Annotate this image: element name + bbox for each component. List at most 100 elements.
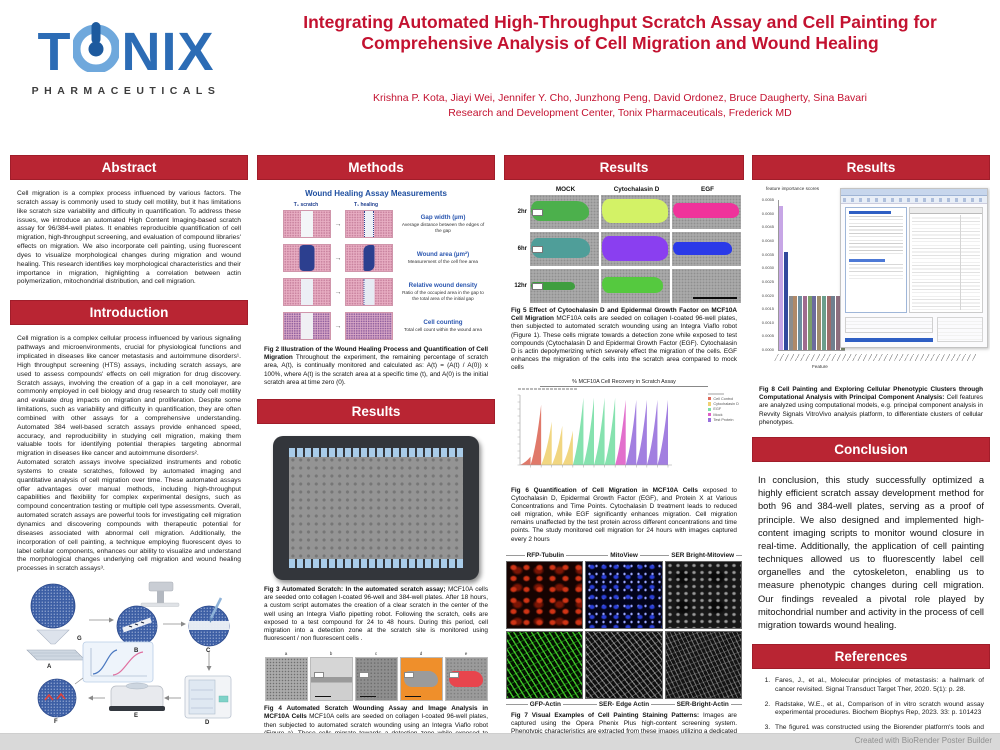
legend-swatch xyxy=(708,396,712,401)
fig6-caption: Fig 6 Quantification of Cell Migration i… xyxy=(504,487,744,544)
wha-desc: Average distance between the edges of th… xyxy=(401,222,485,233)
wha-label: Wound area (µm²) xyxy=(416,251,470,259)
introduction-body-1: Cell migration is a complex cellular pro… xyxy=(17,335,241,458)
fig6-caption-title: Fig 6 Quantification of Cell Migration i… xyxy=(511,486,698,494)
legend-swatch xyxy=(708,402,712,406)
wound-healing-figure-heading: Wound Healing Assay Measurements xyxy=(305,189,447,198)
wha-row-cell-counting: → Cell counting Total cell count within … xyxy=(283,312,495,340)
fig1-label-f: F xyxy=(54,719,58,726)
arrow-icon: → xyxy=(334,322,342,330)
fig7-caption-title: Fig 7 Visual Examples of Cell Painting S… xyxy=(511,711,700,719)
column-4: Results feature importance scores Avg(Sc… xyxy=(752,155,990,743)
fig5-row-label: 6hr xyxy=(517,246,527,252)
reference-item: Fares, J., et al., Molecular principles … xyxy=(772,677,984,694)
fig1-label-e: E xyxy=(134,713,139,720)
fig5-image-mock-2hr xyxy=(530,195,599,229)
gap-width-t0-image xyxy=(283,210,331,238)
fig7-image-rfp-tubulin xyxy=(506,560,584,629)
screenshot-summary-table xyxy=(845,317,933,333)
fig5-row-label: 12hr xyxy=(514,283,527,289)
fig5-caption-text: MCF10A cells are seeded on collagen I-co… xyxy=(511,315,737,372)
fig5-image-cytod-12hr xyxy=(601,269,670,303)
section-header-introduction: Introduction xyxy=(10,300,248,326)
vitrovivo-analysis-screenshot xyxy=(840,188,988,348)
wha-row-relative-wound-density: → Relative wound density Ratio of the oc… xyxy=(283,278,495,306)
poster-title: Integrating Automated High-Throughput Sc… xyxy=(248,12,992,54)
legend-label: Cytochalasin D xyxy=(713,401,739,406)
reference-item: Radstake, W.E., et al., Comparison of in… xyxy=(772,701,984,718)
arrow-icon: → xyxy=(334,288,342,296)
plate-top-row xyxy=(289,447,463,457)
fig7-top-label: MitoView xyxy=(610,551,638,559)
fig3-caption-title: Fig 3 Automated Scratch: In the automate… xyxy=(264,585,446,593)
fig6-legend-title-illegible xyxy=(708,392,724,395)
legend-label: EGF xyxy=(713,407,722,412)
fig7-top-label: RFP-Tubulin xyxy=(526,551,565,559)
fig4-panel-letter: c xyxy=(374,651,378,657)
fig8-caption: Fig 8 Cell Painting and Exploring Cellul… xyxy=(752,386,990,427)
wound-area-t0-image xyxy=(283,244,331,272)
fig8-xtick-labels-illegible xyxy=(774,354,978,361)
fig8-figure: feature importance scores Avg(Score) 0.0… xyxy=(752,186,990,382)
fig1-label-b: B xyxy=(134,648,139,655)
legend-label: Test Protein xyxy=(713,418,734,423)
fig6-plot-area xyxy=(517,394,672,467)
fig7-bottom-label: GFP-Actin xyxy=(529,700,561,708)
fig7-image-ser-bright-mitoview xyxy=(664,560,742,629)
legend-label: Mock xyxy=(713,412,723,417)
fig1-diagram: A B C D E F G xyxy=(17,580,241,743)
wha-desc: Ratio of the occupied area in the gap to… xyxy=(402,290,484,301)
fig8-bars xyxy=(778,200,845,351)
cell-counting-t0-image xyxy=(283,312,331,340)
fig8-xlabel: Feature xyxy=(812,364,828,369)
fig4-image-c xyxy=(354,657,398,702)
poster-footer: Created with BioRender Poster Builder xyxy=(0,733,1000,750)
fig4-panel-letter: b xyxy=(329,651,333,657)
logo-letter-t: T xyxy=(37,21,72,82)
fig3-384-well-plate-image xyxy=(273,435,479,580)
fig6-chart-title: % MCF10A Cell Recovery in Scratch Assay xyxy=(540,379,708,387)
wha-label: Gap width (µm) xyxy=(420,214,466,222)
wha-desc: Measurement of the cell free area xyxy=(407,259,479,265)
wha-row-gap-width: → Gap width (µm) Average distance betwee… xyxy=(283,210,495,238)
screenshot-feature-table xyxy=(909,207,983,313)
fig8-caption-title: Fig 8 Cell Painting and Exploring Cellul… xyxy=(759,386,983,402)
fig4-panel-letter: a xyxy=(284,651,288,657)
fig4-image-a xyxy=(264,657,308,702)
column-2: Methods Wound Healing Assay Measurements… xyxy=(257,155,495,743)
fig7-bottom-label: SER-Bright-Actin xyxy=(676,700,729,708)
fig8-ytick-labels: 0.0000 0.0005 0.0010 0.0015 0.0020 0.0025 0.00… xyxy=(761,197,774,352)
fig6-chart: % MCF10A Cell Recovery in Scratch Assay … xyxy=(504,379,744,483)
fig2-caption: Fig 2 Illustration of the Wound Healing … xyxy=(257,346,495,387)
fig4-caption-title: Fig 4 Automated Scratch Wounding Assay a… xyxy=(264,705,488,721)
fig1-label-d: D xyxy=(205,720,210,727)
wha-head-t0: T₀ scratch xyxy=(293,202,319,208)
biorender-credit: Created with BioRender Poster Builder xyxy=(854,736,992,745)
fig1-label-c: C xyxy=(206,648,211,655)
fig5-row-label: 2hr xyxy=(517,209,527,215)
fig5-grid: MOCK Cytochalasin D EGF 2hr 6hr 12hr xyxy=(504,186,744,303)
section-header-results-col3: Results xyxy=(504,155,744,180)
section-header-methods: Methods xyxy=(257,155,495,180)
fig3-caption-text: MCF10A cells are seeded onto collagen I-… xyxy=(264,585,489,643)
fig2-caption-title: Fig 2 Illustration of the Wound Healing … xyxy=(264,346,488,362)
fig4-image-e xyxy=(444,657,488,702)
gap-width-t1-image xyxy=(345,210,393,238)
fig4-panel-letter: e xyxy=(464,651,468,657)
wha-head-t1: T₁ healing xyxy=(353,202,378,208)
fig5-image-egf-2hr xyxy=(672,195,741,229)
fig1-workflow-illustration xyxy=(26,581,232,719)
fig8-chart-title: feature importance scores xyxy=(766,186,820,191)
legend-swatch xyxy=(708,418,712,422)
fig4-panels: a b c d e xyxy=(257,651,495,702)
fig5-image-egf-12hr xyxy=(672,269,741,303)
fig8-caption-text: Cell features are analyzed using computa… xyxy=(759,394,983,426)
section-header-references: References xyxy=(752,644,990,670)
fig7-bottom-label: SER- Edge Actin xyxy=(598,700,650,708)
poster-header: T NIX PHARMACEUTICALS Integrating Automa… xyxy=(0,0,1000,150)
section-header-results-col2: Results xyxy=(257,398,495,424)
screenshot-titlebar xyxy=(841,189,987,196)
abstract-body: Cell migration is a complex process infl… xyxy=(17,190,241,286)
fig4-image-d xyxy=(399,657,443,702)
arrow-icon: → xyxy=(334,220,342,228)
